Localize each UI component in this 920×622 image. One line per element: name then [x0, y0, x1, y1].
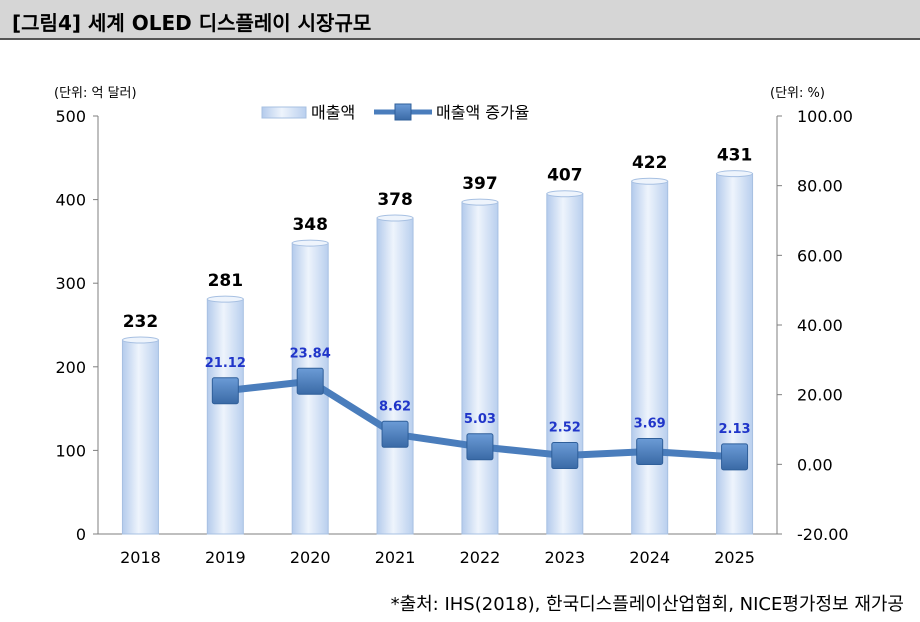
- bar-cap: [631, 177, 669, 185]
- bar-value-label: 431: [717, 146, 753, 166]
- x-tick-label: 2025: [714, 548, 755, 567]
- growth-marker: [636, 437, 664, 465]
- growth-value-label: 2.13: [719, 422, 751, 437]
- bar-cap: [546, 190, 584, 198]
- bar-cap: [376, 214, 414, 222]
- growth-marker: [211, 377, 239, 405]
- bar: [546, 193, 584, 535]
- bar-cap: [716, 170, 754, 178]
- left-tick-label: 100: [55, 441, 86, 460]
- growth-value-label: 5.03: [464, 412, 496, 427]
- x-tick-label: 2023: [544, 548, 585, 567]
- growth-marker: [296, 367, 324, 395]
- legend-bar-swatch: [261, 106, 307, 119]
- bar-cap: [291, 239, 329, 247]
- right-tick-label: 40.00: [797, 316, 843, 335]
- left-axis-unit: (단위: 억 달러): [54, 86, 137, 101]
- x-tick-label: 2024: [629, 548, 670, 567]
- figure-title: [그림4] 세계 OLED 디스플레이 시장규모: [12, 11, 372, 35]
- axes: 0 100 200 300 400 500 -20.00 0.00 20.00 40.00 60.0…: [55, 107, 853, 567]
- growth-value-label: 23.84: [290, 346, 331, 361]
- data-labels: 232 281 348 378 397 407 422 431 21.12 23.84 8.62 5.…: [123, 146, 753, 437]
- legend: 매출액 매출액 증가율: [261, 103, 529, 122]
- growth-value-label: 3.69: [634, 416, 666, 431]
- x-tick-label: 2019: [205, 548, 246, 567]
- right-tick-label: 20.00: [797, 386, 843, 405]
- bar-value-label: 232: [123, 312, 159, 332]
- bar-cap: [121, 336, 159, 344]
- x-tick-label: 2021: [375, 548, 416, 567]
- bar: [716, 173, 754, 535]
- oled-market-chart: (단위: 억 달러) (단위: %) 매출액 매출액 증가율 0 100 200 30…: [54, 86, 853, 567]
- legend-line-label: 매출액 증가율: [436, 103, 529, 122]
- legend-marker-swatch: [394, 103, 412, 121]
- right-tick-label: 0.00: [797, 455, 833, 474]
- right-tick-label: 80.00: [797, 177, 843, 196]
- bar: [631, 180, 669, 535]
- bar: [461, 201, 499, 535]
- bar-cap: [461, 198, 499, 206]
- right-axis-unit: (단위: %): [770, 86, 825, 101]
- bar-value-label: 397: [462, 174, 498, 194]
- bar: [376, 217, 414, 535]
- growth-marker: [466, 433, 494, 461]
- right-tick-label: -20.00: [797, 525, 849, 544]
- source-note: *출처: IHS(2018), 한국디스플레이산업협회, NICE평가정보 재가…: [390, 594, 904, 615]
- left-tick-label: 400: [55, 191, 86, 210]
- x-tick-label: 2020: [290, 548, 331, 567]
- bar-value-label: 422: [632, 153, 668, 173]
- x-tick-label: 2018: [120, 548, 161, 567]
- bar-series: [121, 170, 754, 535]
- bar-value-label: 378: [377, 190, 413, 210]
- left-tick-label: 500: [55, 107, 86, 126]
- figure-title-bar: [그림4] 세계 OLED 디스플레이 시장규모: [0, 0, 920, 40]
- left-tick-label: 200: [55, 358, 86, 377]
- x-tick-label: 2022: [460, 548, 501, 567]
- left-tick-label: 0: [76, 525, 86, 544]
- left-tick-label: 300: [55, 274, 86, 293]
- growth-marker: [381, 420, 409, 448]
- bar-value-label: 348: [292, 215, 328, 235]
- right-tick-label: 100.00: [797, 107, 853, 126]
- bar: [206, 298, 244, 535]
- growth-marker: [721, 443, 749, 471]
- bar-cap: [206, 295, 244, 303]
- growth-value-label: 21.12: [205, 356, 246, 371]
- legend-bar-label: 매출액: [311, 103, 355, 122]
- right-tick-label: 60.00: [797, 246, 843, 265]
- growth-value-label: 8.62: [379, 399, 411, 414]
- bar-value-label: 407: [547, 166, 583, 186]
- growth-line-series: [211, 367, 749, 471]
- growth-value-label: 2.52: [549, 421, 581, 436]
- bar-value-label: 281: [208, 271, 244, 291]
- bar: [121, 339, 159, 535]
- growth-marker: [551, 442, 579, 470]
